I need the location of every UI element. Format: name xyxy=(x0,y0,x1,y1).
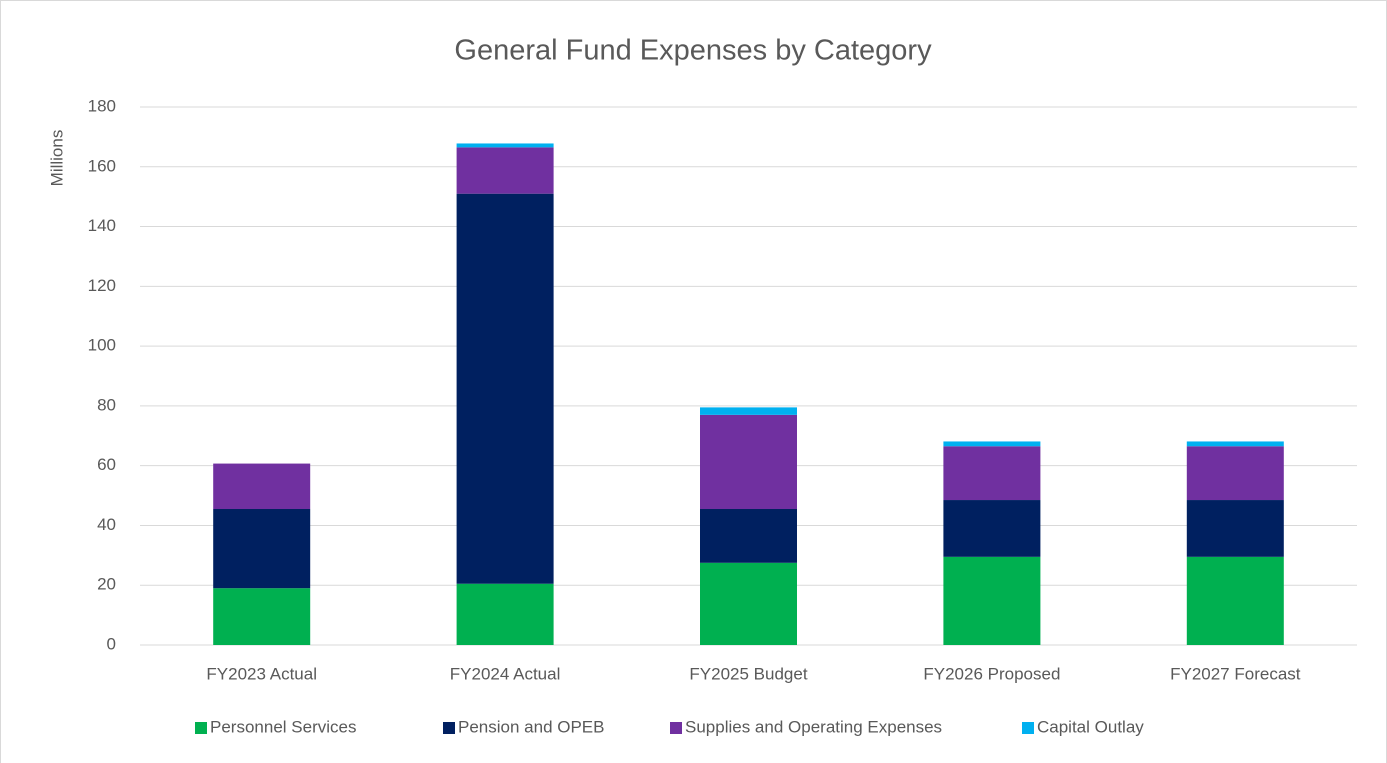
legend-swatch xyxy=(670,722,682,734)
legend-swatch xyxy=(1022,722,1034,734)
y-tick-label: 40 xyxy=(97,515,116,534)
bar-segment xyxy=(456,583,554,645)
y-tick-label: 100 xyxy=(88,336,116,355)
legend-label: Supplies and Operating Expenses xyxy=(685,717,942,736)
y-tick-label: 120 xyxy=(88,276,116,295)
y-tick-label: 80 xyxy=(97,395,116,414)
y-tick-label: 0 xyxy=(107,634,116,653)
bar-segment xyxy=(700,414,797,510)
bar-segment xyxy=(943,556,1041,645)
chart-title: General Fund Expenses by Category xyxy=(454,35,932,67)
legend-swatch xyxy=(443,722,455,734)
bar-segment xyxy=(456,147,554,194)
x-tick-label: FY2024 Actual xyxy=(450,664,561,683)
bar-segment xyxy=(943,441,1041,447)
bar-segment xyxy=(213,509,311,589)
bar-segment xyxy=(1186,500,1284,557)
bar-segment xyxy=(700,407,797,415)
legend-label: Pension and OPEB xyxy=(458,717,604,736)
legend-label: Personnel Services xyxy=(210,717,356,736)
x-tick-label: FY2027 Forecast xyxy=(1170,664,1301,683)
y-tick-label: 160 xyxy=(88,156,116,175)
y-tick-label: 180 xyxy=(88,96,116,115)
bar-segment xyxy=(1186,441,1284,447)
bar-segment xyxy=(213,463,311,510)
bar-segment xyxy=(1186,446,1284,501)
y-tick-label: 140 xyxy=(88,216,116,235)
bar-segment xyxy=(943,446,1041,501)
bar-segment xyxy=(456,193,554,584)
legend-swatch xyxy=(195,722,207,734)
y-tick-label: 60 xyxy=(97,455,116,474)
x-tick-label: FY2023 Actual xyxy=(206,664,317,683)
y-axis-title: Millions xyxy=(47,130,66,187)
bar-segment xyxy=(943,500,1041,557)
bar-segment xyxy=(700,509,797,563)
bar-segment xyxy=(213,588,311,645)
bar-segment xyxy=(700,562,797,645)
legend-label: Capital Outlay xyxy=(1037,717,1144,736)
bar-segment xyxy=(1186,556,1284,645)
x-tick-label: FY2026 Proposed xyxy=(923,664,1060,683)
y-tick-label: 20 xyxy=(97,575,116,594)
x-tick-label: FY2025 Budget xyxy=(689,664,807,683)
bar-segment xyxy=(456,143,554,148)
